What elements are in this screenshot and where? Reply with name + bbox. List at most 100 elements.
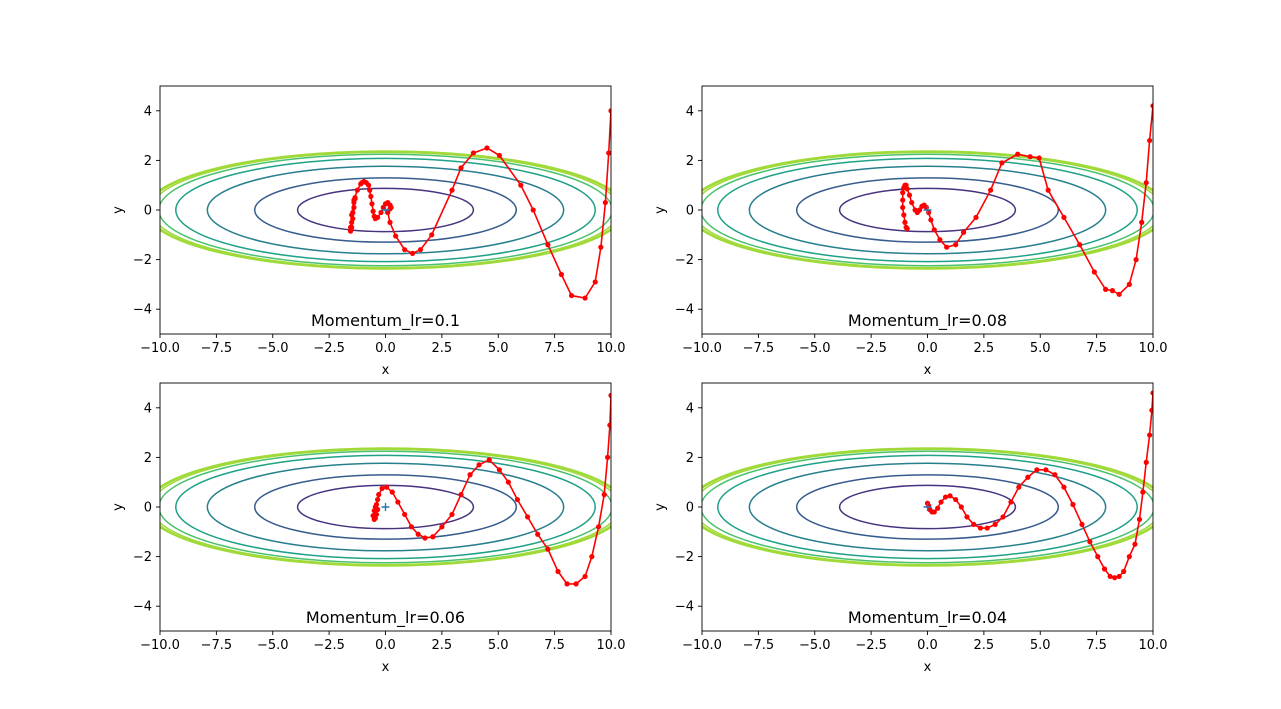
trajectory-point	[1143, 459, 1149, 465]
trajectory-point	[470, 150, 477, 156]
trajectory-point	[1095, 554, 1101, 560]
x-tick-label: 2.5	[432, 341, 453, 356]
trajectory-point	[535, 531, 541, 537]
trajectory-point	[409, 250, 416, 256]
x-tick-label: −2.5	[855, 341, 887, 356]
trajectory-point	[524, 514, 531, 520]
trajectory-point	[555, 568, 561, 575]
trajectory-point	[598, 244, 604, 250]
trajectory-point	[1133, 257, 1139, 263]
contour-line	[296, 187, 475, 233]
trajectory-point	[1147, 137, 1153, 144]
x-tick-label: −7.5	[743, 638, 775, 653]
trajectory-point	[371, 213, 377, 219]
trajectory-point	[458, 165, 464, 171]
x-tick-label: 2.5	[974, 638, 995, 653]
trajectory-point	[486, 457, 492, 463]
trajectory-point	[496, 152, 502, 159]
trajectory-point	[906, 192, 913, 198]
trajectory-point	[573, 581, 579, 587]
y-tick-label: −2	[675, 550, 694, 565]
contour-line	[838, 187, 1017, 233]
trajectory-point	[1043, 467, 1049, 473]
x-tick-label: 0.0	[917, 638, 938, 653]
x-tick-label: −7.5	[743, 341, 775, 356]
y-tick-label: 2	[686, 154, 694, 169]
y-axis-label: y	[111, 503, 126, 511]
contour-line	[838, 484, 1017, 530]
x-tick-label: −10.0	[682, 341, 722, 356]
contour-line	[175, 454, 596, 560]
trajectory-point	[1112, 575, 1118, 581]
contour-line	[702, 150, 1153, 270]
trajectory-point	[608, 108, 611, 114]
trajectory-point	[958, 504, 964, 510]
x-axis-label: x	[924, 660, 932, 675]
y-tick-label: 4	[144, 104, 152, 119]
contour-line	[748, 462, 1107, 552]
trajectory-point	[608, 392, 611, 398]
contour-line	[206, 165, 565, 255]
x-tick-label: −10.0	[682, 638, 722, 653]
x-tick-label: 7.5	[1086, 638, 1107, 653]
trajectory-point	[964, 514, 970, 520]
chart-panel-2: −10.0 −7.5 −5.0 −2.5 0.0 2.5 5.0 7.5 10.0 −4 −2 0 2 4…	[653, 85, 1168, 378]
minimum-marker	[381, 206, 390, 214]
contour-line	[702, 151, 1153, 269]
contour-line	[160, 450, 611, 564]
trajectory-point	[422, 535, 428, 541]
y-tick-label: −4	[133, 303, 152, 318]
y-tick-label: −4	[133, 600, 152, 615]
trajectory-point	[349, 219, 355, 225]
minimum-marker	[923, 206, 932, 214]
contour-line	[206, 462, 565, 552]
trajectory-point	[370, 208, 376, 214]
y-tick-label: 0	[144, 501, 152, 516]
contour-line	[160, 150, 611, 270]
trajectory-point	[382, 201, 389, 207]
trajectory-point	[387, 219, 393, 225]
y-tick-label: −2	[133, 253, 152, 268]
trajectory-point	[900, 190, 906, 196]
trajectory-point	[395, 499, 401, 505]
trajectory-point	[351, 199, 357, 206]
trajectory-point	[514, 496, 521, 503]
y-tick-label: 0	[686, 204, 694, 219]
trajectory-point	[518, 182, 524, 188]
x-tick-label: 10.0	[597, 341, 626, 356]
trajectory-point	[379, 485, 385, 491]
trajectory-point	[601, 492, 607, 498]
x-tick-label: 10.0	[1139, 341, 1168, 356]
trajectory-point	[595, 524, 602, 530]
trajectory-point	[992, 521, 998, 527]
trajectory-point	[937, 237, 943, 243]
trajectory-point	[558, 271, 564, 278]
trajectory-point	[467, 472, 473, 478]
trajectory-point	[582, 295, 588, 301]
trajectory-point	[973, 214, 979, 221]
x-tick-label: −5.0	[799, 341, 831, 356]
x-axis-label: x	[382, 660, 390, 675]
trajectory-point	[1147, 432, 1153, 438]
trajectory-point	[449, 187, 455, 193]
trajectory-point	[568, 292, 575, 299]
trajectory-point	[449, 511, 455, 518]
trajectory-point	[953, 496, 959, 503]
trajectory-point	[900, 197, 906, 203]
x-axis-label: x	[924, 363, 932, 378]
trajectory-point	[376, 492, 382, 498]
contour-line	[702, 153, 1153, 267]
trajectory-point	[1126, 554, 1132, 560]
contour-line	[717, 454, 1138, 560]
trajectory-point	[606, 150, 611, 156]
trajectory-point	[1139, 219, 1145, 225]
trajectory-point	[1116, 291, 1122, 297]
trajectory-point	[1000, 514, 1006, 520]
trajectory-point	[1132, 541, 1138, 547]
trajectory-point	[378, 209, 384, 216]
trajectory-point	[1143, 180, 1149, 186]
x-tick-label: 2.5	[974, 341, 995, 356]
trajectory-point	[942, 494, 949, 500]
trajectory-point	[900, 204, 906, 211]
